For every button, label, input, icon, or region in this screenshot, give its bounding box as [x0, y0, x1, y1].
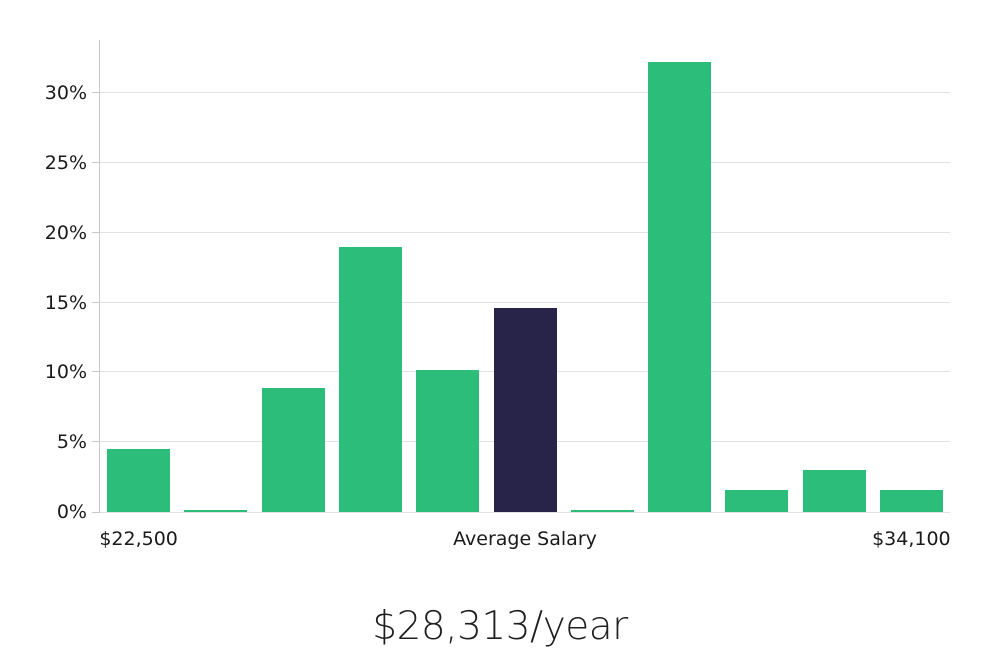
x-tick-label: $22,500 — [99, 528, 178, 550]
gridline — [100, 92, 950, 94]
gridline — [100, 161, 950, 163]
gridline — [100, 301, 950, 303]
gridline — [100, 512, 950, 513]
y-tick-label: 25% — [44, 151, 87, 174]
y-tick-label: 30% — [44, 82, 87, 105]
salary-bin-bar-3 — [261, 387, 325, 512]
y-tick-mark — [92, 231, 100, 233]
average-salary-title: $28,313/year — [372, 604, 628, 649]
y-axis-line — [99, 40, 100, 513]
x-tick-label: $34,100 — [872, 528, 951, 550]
plot-area — [100, 40, 950, 513]
salary-bin-bar-2 — [184, 510, 248, 512]
average-salary-bar — [493, 308, 557, 512]
x-tick-label: Average Salary — [453, 528, 597, 550]
y-tick-label: 0% — [56, 501, 87, 523]
salary-bin-bar-10 — [802, 470, 866, 512]
salary-bin-bar-7 — [570, 510, 634, 512]
y-tick-label: 10% — [44, 361, 87, 384]
salary-bin-bar-5 — [416, 369, 480, 512]
salary-bin-bar-8 — [648, 62, 712, 512]
y-tick-mark — [92, 92, 100, 94]
y-tick-mark — [92, 161, 100, 163]
y-tick-mark — [92, 301, 100, 303]
y-tick-label: 20% — [44, 221, 87, 244]
y-tick-mark — [92, 441, 100, 443]
gridline — [100, 231, 950, 233]
y-tick-label: 5% — [56, 431, 87, 454]
salary-bin-bar-4 — [338, 246, 402, 512]
salary-bin-bar-1 — [107, 449, 171, 512]
y-tick-label: 15% — [44, 291, 87, 314]
y-tick-mark — [92, 371, 100, 373]
salary-bin-bar-9 — [725, 489, 789, 512]
y-tick-mark — [92, 512, 100, 513]
salary-bin-bar-11 — [879, 489, 943, 512]
